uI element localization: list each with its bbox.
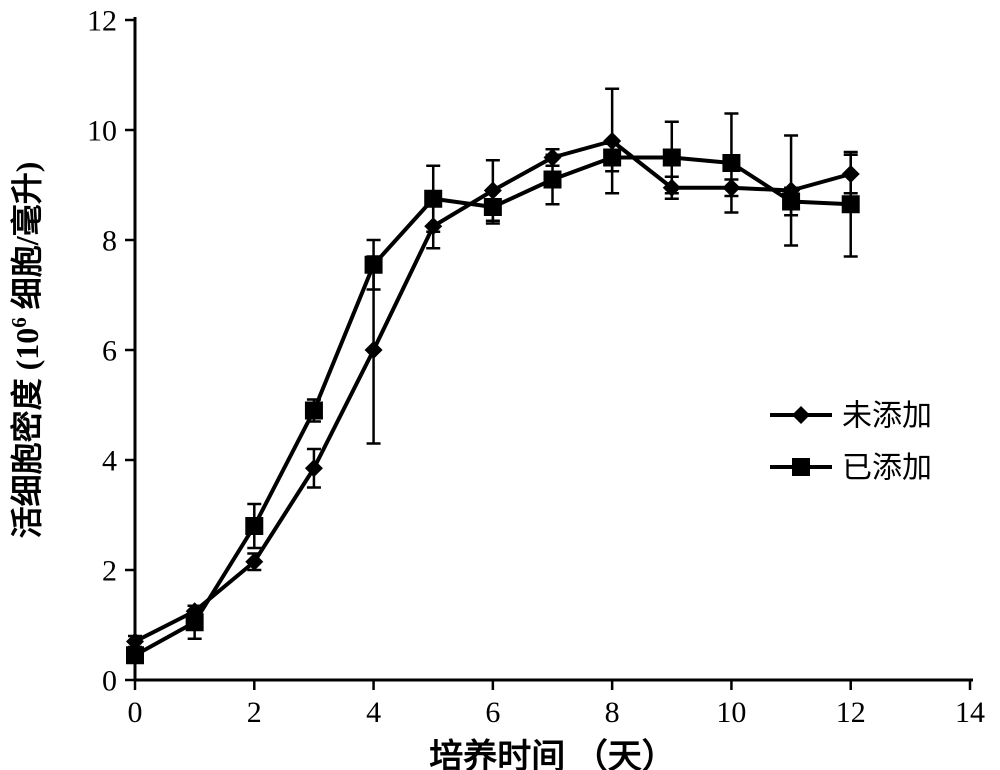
svg-text:6: 6 — [102, 335, 117, 368]
svg-text:8: 8 — [605, 696, 620, 729]
legend-label-not_added: 未添加 — [842, 400, 932, 433]
svg-text:2: 2 — [102, 555, 117, 588]
svg-text:0: 0 — [102, 665, 117, 698]
svg-text:0: 0 — [128, 696, 143, 729]
y-axis-label: 活细胞密度 (106 细胞/毫升) — [7, 162, 45, 539]
cell-density-chart: 0 2 4 6 8 10 12 14 0 2 4 6 8 10 12 培养时间 （天） 活细胞密度 (106 细… — [0, 0, 1000, 770]
x-axis-label: 培养时间 （天） — [429, 737, 676, 770]
svg-text:10: 10 — [716, 696, 746, 729]
svg-text:12: 12 — [87, 5, 117, 38]
svg-text:12: 12 — [836, 696, 866, 729]
svg-text:6: 6 — [485, 696, 500, 729]
svg-text:2: 2 — [247, 696, 262, 729]
svg-text:4: 4 — [366, 696, 381, 729]
legend-label-added: 已添加 — [842, 452, 932, 485]
svg-text:14: 14 — [955, 696, 985, 729]
chart-svg: 0 2 4 6 8 10 12 14 0 2 4 6 8 10 12 培养时间 （天） 活细胞密度 (106 细… — [0, 0, 1000, 770]
svg-text:8: 8 — [102, 225, 117, 258]
svg-text:4: 4 — [102, 445, 117, 478]
svg-text:10: 10 — [87, 115, 117, 148]
